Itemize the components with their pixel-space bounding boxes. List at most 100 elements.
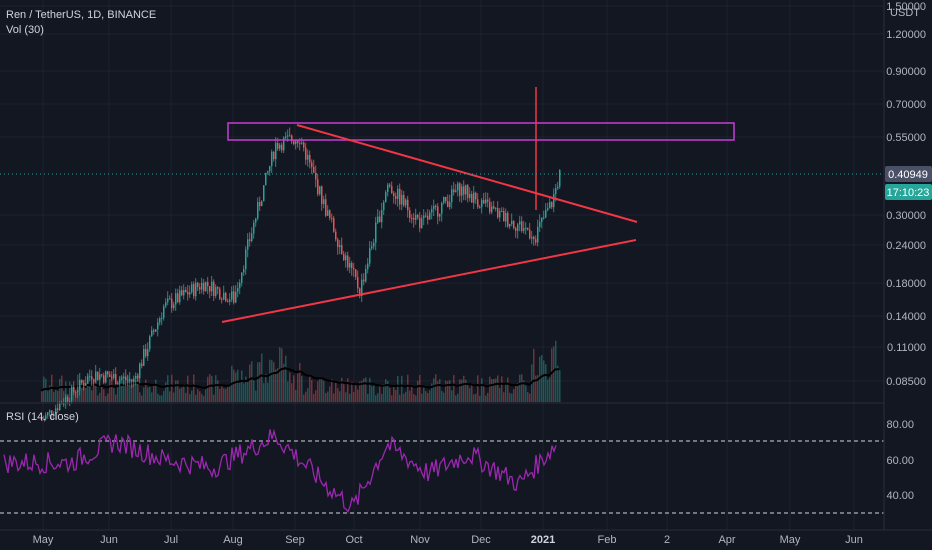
volume-bar xyxy=(429,390,431,402)
candle-body xyxy=(529,229,531,239)
candle-body xyxy=(531,236,533,239)
candle-body xyxy=(51,410,53,416)
volume-bar xyxy=(83,379,85,402)
volume-bar xyxy=(291,383,293,402)
candle-body xyxy=(549,202,551,209)
volume-bar xyxy=(435,374,437,402)
volume-bar xyxy=(455,395,457,402)
volume-bar xyxy=(467,384,469,402)
volume-bar xyxy=(265,374,267,402)
descending-trendline[interactable] xyxy=(296,124,638,223)
candle-body xyxy=(309,154,311,163)
volume-legend[interactable]: Vol (30) xyxy=(6,24,44,36)
volume-bar xyxy=(205,389,207,402)
candle-body xyxy=(169,298,171,300)
volume-bar xyxy=(271,360,273,402)
volume-bar xyxy=(543,360,545,402)
volume-bar xyxy=(341,377,343,402)
volume-bar xyxy=(213,394,215,402)
volume-bar xyxy=(153,384,155,402)
resistance-zone-box[interactable] xyxy=(227,122,735,141)
candle-body xyxy=(99,374,101,380)
volume-bar xyxy=(249,364,251,402)
candle-body xyxy=(151,330,153,337)
candle-body xyxy=(311,162,313,168)
volume-bar xyxy=(181,387,183,402)
volume-bar xyxy=(503,392,505,402)
candle-body xyxy=(61,403,63,405)
volume-bar xyxy=(117,382,119,402)
candle-body xyxy=(147,349,149,357)
candle-body xyxy=(403,194,405,206)
candle-body xyxy=(255,218,257,223)
candle-body xyxy=(217,287,219,289)
time-tick-label: May xyxy=(780,534,801,546)
volume-bar xyxy=(493,378,495,402)
price-axis[interactable] xyxy=(884,0,932,550)
volume-bar xyxy=(517,383,519,402)
candle-body xyxy=(485,199,487,204)
volume-bar xyxy=(109,379,111,402)
candle-body xyxy=(369,248,371,264)
volume-bar xyxy=(439,379,441,402)
candle-body xyxy=(201,282,203,290)
volume-bar xyxy=(61,375,63,402)
symbol-legend[interactable]: Ren / TetherUS, 1D, BINANCE xyxy=(6,9,156,21)
candle-body xyxy=(343,254,345,261)
volume-bar xyxy=(321,378,323,402)
time-axis[interactable] xyxy=(0,530,932,550)
volume-bar xyxy=(139,392,141,402)
candle-body xyxy=(121,378,123,380)
volume-bar xyxy=(251,361,253,402)
candle-body xyxy=(449,202,451,207)
price-axis-ticks: 1.50000 1.20000 0.90000 0.70000 0.55000 0.300… xyxy=(886,1,926,388)
volume-bar xyxy=(383,384,385,402)
volume-bar xyxy=(113,388,115,402)
candle-body xyxy=(315,172,317,180)
volume-bar xyxy=(275,369,277,402)
volume-bar xyxy=(229,384,231,402)
candle-body xyxy=(361,279,363,297)
candle-body xyxy=(267,171,269,173)
volume-bar xyxy=(143,387,145,402)
volume-bar xyxy=(159,395,161,402)
candle-body xyxy=(341,245,343,255)
volume-bar xyxy=(125,386,127,402)
volume-bar xyxy=(111,375,113,402)
candle-body xyxy=(145,348,147,357)
ascending-trendline[interactable] xyxy=(221,239,637,323)
candle-body xyxy=(495,208,497,210)
volume-bar xyxy=(299,362,301,402)
volume-bar xyxy=(141,395,143,402)
candle-body xyxy=(371,246,373,249)
rsi-legend[interactable]: RSI (14, close) xyxy=(6,411,79,423)
volume-bar xyxy=(55,389,57,402)
volume-bar xyxy=(197,389,199,402)
candle-body xyxy=(465,185,467,195)
candle-body xyxy=(469,194,471,198)
volume-bar xyxy=(165,382,167,402)
volume-bar xyxy=(547,379,549,402)
candle-body xyxy=(349,262,351,268)
candle-body xyxy=(195,282,197,297)
candle-body xyxy=(347,255,349,268)
candle-body xyxy=(375,222,377,243)
candle-body xyxy=(205,282,207,292)
volume-bar xyxy=(195,394,197,402)
volume-bar xyxy=(377,393,379,402)
volume-bar xyxy=(417,380,419,402)
candle-body xyxy=(455,190,457,193)
candle-body xyxy=(399,188,401,205)
candle-body xyxy=(199,287,201,290)
candle-body xyxy=(131,379,133,382)
volume-bar xyxy=(361,380,363,402)
volume-bar xyxy=(489,376,491,402)
volume-bar xyxy=(149,386,151,402)
volume-bar xyxy=(107,393,109,402)
candlestick-series[interactable] xyxy=(41,127,561,421)
candle-body xyxy=(183,289,185,296)
candle-body xyxy=(49,410,51,413)
candle-body xyxy=(175,293,177,305)
candle-body xyxy=(351,262,353,269)
